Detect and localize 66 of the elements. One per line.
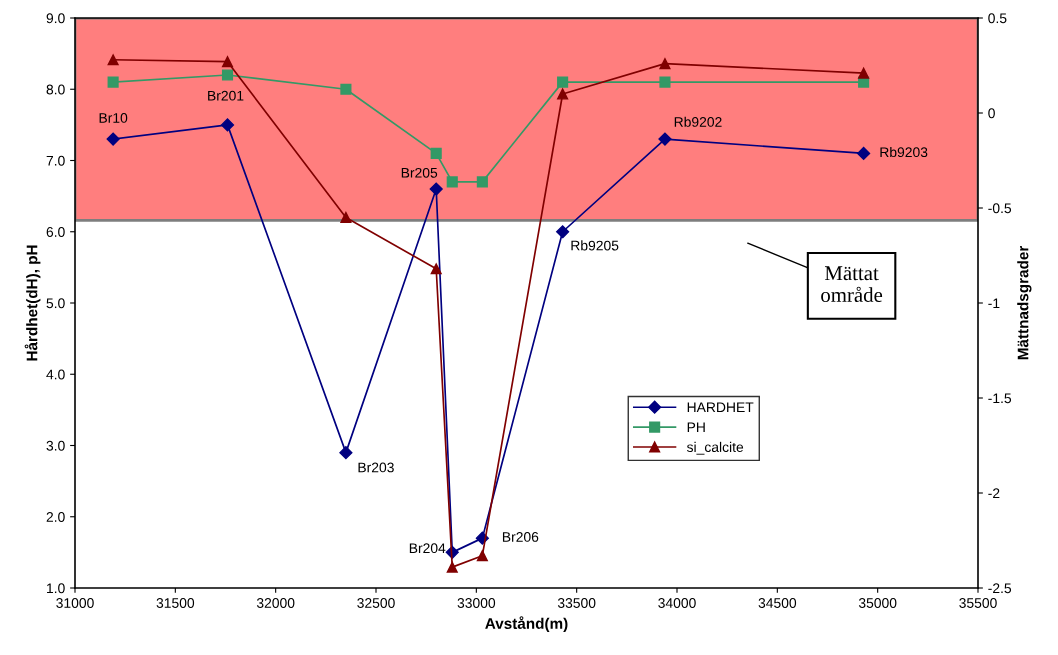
point (106, 132, 120, 146)
point (429, 182, 443, 196)
annotation: Rb9205 (571, 240, 619, 251)
band-label: Mättat område (821, 266, 883, 303)
x-tick-label: 34000 (658, 598, 696, 608)
y2-tick-label: -2.5 (988, 583, 1012, 594)
y-tick-label: 6.0 (46, 227, 65, 237)
y-axis-title: Hårdhet(dH), pH (24, 245, 41, 361)
point (340, 83, 352, 95)
point (476, 176, 488, 188)
annotation: Br204 (409, 543, 446, 554)
point (557, 76, 569, 88)
point (340, 211, 352, 224)
point (857, 146, 871, 160)
legend-label: HARDHET (687, 402, 754, 413)
x-tick-label: 35000 (858, 598, 897, 608)
y-tick-label: 9.0 (46, 13, 65, 24)
point (221, 56, 234, 68)
y2-axis-title: Mättnadsgrader (1017, 245, 1032, 360)
legend-label: si_calcite (686, 441, 744, 455)
point (107, 54, 119, 66)
y-tick-label: 8.0 (46, 84, 65, 95)
x-axis-title: Avstånd(m) (485, 616, 568, 632)
x-tick-label: 33500 (557, 598, 596, 608)
point (557, 88, 569, 100)
point (446, 176, 458, 188)
annotation: Br201 (208, 90, 244, 101)
x-tick-label: 32500 (357, 598, 395, 608)
point (659, 58, 671, 70)
y-tick-label: 4.0 (46, 369, 65, 380)
x-tick-label: 32000 (256, 598, 295, 608)
y2-tick-label: -0.5 (988, 203, 1012, 214)
y-tick-label: 7.0 (46, 155, 65, 166)
point (220, 118, 235, 132)
x-tick-label: 31000 (56, 598, 94, 608)
point (221, 69, 234, 81)
point (658, 132, 672, 146)
x-tick-label: 35500 (959, 598, 997, 608)
point (476, 550, 488, 562)
x-tick-label: 34500 (758, 598, 797, 608)
y2-tick-label: -1 (988, 298, 1000, 309)
point (339, 446, 353, 460)
x-tick-label: 33000 (457, 598, 496, 608)
point (659, 76, 671, 88)
annotation: Br206 (502, 532, 539, 542)
point (430, 147, 442, 159)
y2-tick-label: 0.5 (988, 13, 1007, 24)
x-tick-label: 31500 (156, 598, 195, 608)
y2-tick-label: 0 (988, 108, 995, 119)
point (858, 67, 870, 79)
point (556, 225, 570, 239)
y-tick-label: 3.0 (46, 440, 65, 451)
y-tick-label: 5.0 (46, 298, 65, 309)
point (446, 561, 458, 573)
point (107, 76, 119, 88)
y-tick-label: 1.0 (47, 583, 65, 594)
annotation: Rb9202 (674, 116, 722, 127)
y2-tick-label: -1.5 (988, 393, 1012, 404)
point (430, 263, 442, 275)
annotation: Br203 (358, 462, 394, 473)
y-tick-label: 2.0 (46, 512, 65, 522)
annotation: Br205 (401, 167, 438, 178)
y2-tick-label: -2 (988, 488, 1000, 499)
annotation: Rb9203 (880, 146, 928, 158)
annotation: Br10 (99, 113, 128, 123)
legend-label: PH (687, 422, 705, 432)
